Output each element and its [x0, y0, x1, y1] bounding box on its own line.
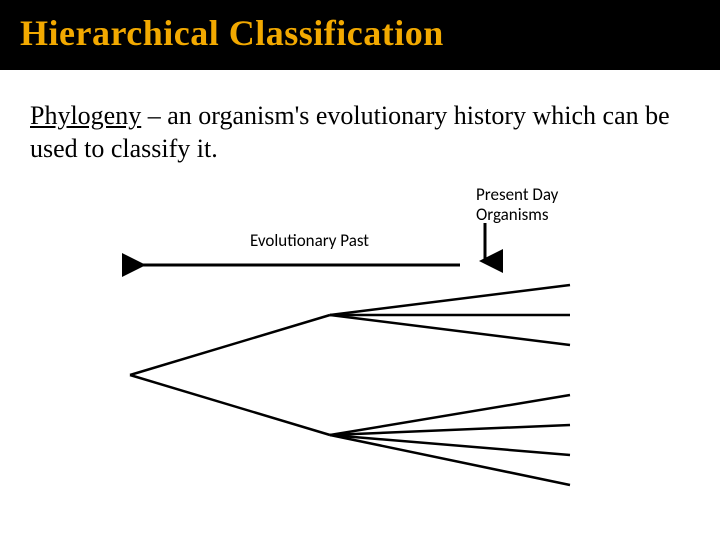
phylogeny-diagram: [0, 175, 720, 495]
diagram-area: Evolutionary Past Present Day Organisms: [0, 175, 720, 495]
title-bar: Hierarchical Classification: [0, 0, 720, 70]
definition-term: Phylogeny: [30, 101, 141, 130]
definition-block: Phylogeny – an organism's evolutionary h…: [0, 70, 720, 165]
definition-dash: –: [141, 101, 167, 130]
page-title: Hierarchical Classification: [20, 12, 700, 54]
